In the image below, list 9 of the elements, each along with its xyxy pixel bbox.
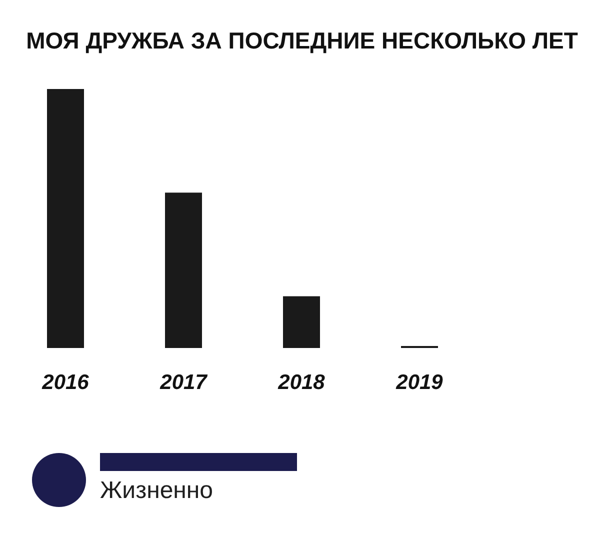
bar: [165, 192, 202, 348]
x-tick-label: 2019: [395, 371, 444, 394]
text: Жизненно: [100, 477, 214, 505]
chart-title: МОЯ ДРУЖБА ЗА ПОСЛЕДНИЕ НЕСКОЛЬКО ЛЕТ: [26, 28, 578, 54]
x-tick-label: 2018: [277, 371, 326, 394]
x-tick-label: 2016: [41, 371, 90, 394]
x-tick-label: 2017: [159, 371, 208, 394]
bar: [283, 296, 320, 348]
bar: [47, 89, 84, 348]
